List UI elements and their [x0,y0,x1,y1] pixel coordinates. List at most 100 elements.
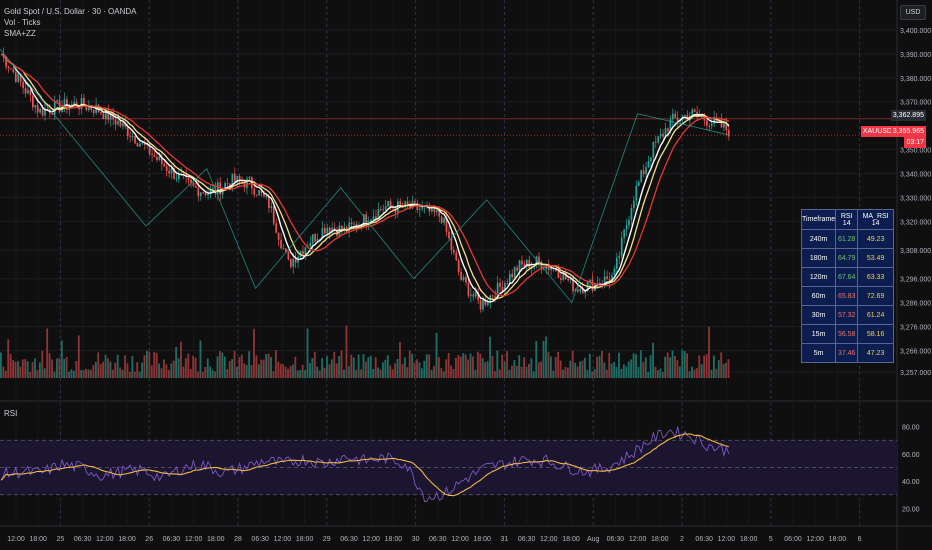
volume-bar [221,352,224,378]
candle-body [321,228,324,240]
candle-body [14,72,17,82]
volume-bar [260,359,263,378]
candle-body [53,101,56,115]
volume-bar [542,340,545,378]
candle-body [92,109,95,114]
volume-bar [630,359,633,378]
volume-bar [693,369,696,378]
candle-body [450,238,453,250]
candle-body [102,113,105,119]
volume-bar [296,370,299,378]
rsi-cell: 61.28 [835,229,859,249]
candle-body [479,300,482,310]
volume-bar [489,336,491,378]
candle-body [338,225,341,236]
volume-bar [267,353,270,378]
volume-bar [574,362,577,378]
rsi-cell: 67.64 [835,267,859,287]
price-tick-label: 3,308.000 [900,248,931,255]
candle-body [482,299,484,310]
candle-body [676,117,679,121]
volume-bar [717,360,720,378]
ma-rsi-cell: 72.69 [857,286,894,306]
candle-body [613,268,616,276]
volume-bar [328,364,331,378]
candle-body [370,219,372,223]
ma-rsi-cell: 53.49 [857,248,894,268]
candle-body [525,259,528,267]
currency-button[interactable]: USD [900,5,926,20]
time-tick-label: 12:00 [274,536,292,543]
volume-bar [184,358,187,378]
candle-body [620,237,623,256]
volume-bar [163,359,165,378]
time-tick-label: 06:30 [518,536,536,543]
volume-bar [671,350,674,378]
rsi-pane-label[interactable]: RSI [4,409,18,418]
candle-body [440,216,443,223]
volume-bar [128,371,131,378]
candle-body [647,161,650,168]
volume-bar [584,357,586,378]
timeframe-cell: 30m [800,305,837,325]
volume-bar [323,367,326,378]
candle-body [457,260,460,273]
volume-bar [94,361,97,378]
volume-bar [506,351,508,378]
volume-bar [201,371,204,378]
candle-body [572,277,574,292]
sma-mid-line [0,53,730,301]
volume-bar [396,358,399,378]
candle-body [494,296,497,299]
candle-body [29,90,32,96]
time-tick-label: 06:00 [784,536,802,543]
candle-body [231,173,234,188]
candle-body [78,107,80,110]
candle-body [319,238,321,240]
volume-bar [620,368,623,378]
time-tick-label: 18:00 [385,536,403,543]
volume-bar [126,363,129,378]
volume-bar [165,364,168,378]
candle-body [635,186,638,201]
volume-bar [155,352,158,378]
candle-body [216,182,219,194]
volume-bar [705,354,708,378]
volume-bar [369,355,372,378]
volume-bar [552,370,555,378]
candle-body [725,122,728,131]
time-tick-label: 31 [501,536,509,543]
candle-body [684,114,686,116]
header-timeframe: Timeframe [800,209,837,230]
volume-bar [389,365,392,378]
candle-body [331,227,334,233]
volume-bar [299,369,302,378]
candle-body [713,117,716,124]
volume-bar [603,362,606,378]
volume-bar [233,350,236,378]
volume-bar [24,359,27,378]
candle-body [448,231,450,239]
volume-bar [632,353,635,378]
candle-body [438,210,441,217]
volume-bar [669,357,671,378]
volume-bar [294,356,297,378]
volume-bar [491,355,494,378]
table-row: 30m 57.32 61.24 [800,305,894,325]
volume-bar [309,363,311,378]
volume-bar [601,351,603,378]
time-tick-label: 12:00 [629,536,647,543]
volume-bar [26,361,29,378]
time-tick-label: 12:00 [451,536,469,543]
candle-body [496,282,499,299]
candle-body [238,176,241,181]
time-tick-label: 12:00 [806,536,824,543]
volume-bar [688,371,691,378]
volume-bar [133,371,136,378]
sma-indicator-label[interactable]: SMA+ZZ [4,29,36,38]
candle-body [545,265,548,270]
volume-bar [131,356,134,378]
volume-bar [41,350,44,378]
volume-indicator-label[interactable]: Vol · Ticks [4,18,41,27]
